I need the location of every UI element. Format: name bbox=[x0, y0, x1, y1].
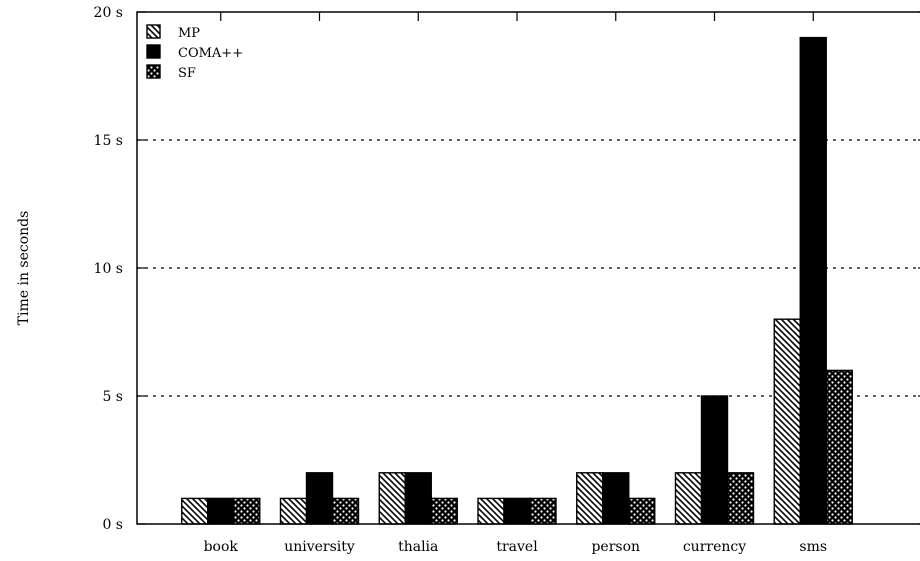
bar bbox=[477, 497, 505, 525]
bar bbox=[279, 497, 308, 525]
bars bbox=[181, 36, 853, 525]
x-tick-label: travel bbox=[496, 539, 538, 555]
bar bbox=[674, 472, 703, 525]
bar bbox=[799, 36, 827, 525]
y-tick-label: 20 s bbox=[94, 5, 123, 21]
bar bbox=[378, 472, 406, 525]
legend-swatch bbox=[146, 24, 161, 39]
x-tick-label: university bbox=[284, 539, 355, 555]
x-tick-label: currency bbox=[683, 539, 746, 555]
legend-swatch bbox=[146, 44, 161, 59]
legend-label: MP bbox=[178, 26, 200, 41]
bar bbox=[529, 497, 557, 525]
x-tick-label: thalia bbox=[398, 539, 438, 555]
bar bbox=[576, 472, 604, 525]
bar bbox=[773, 318, 801, 525]
bar bbox=[628, 497, 656, 525]
bar bbox=[331, 497, 360, 525]
y-axis-ticks: 0 s 5 s 10 s 15 s 20 s bbox=[94, 5, 920, 533]
bar bbox=[825, 369, 853, 525]
legend-label: SF bbox=[178, 66, 196, 81]
legend-swatch bbox=[146, 64, 161, 79]
legend: MP COMA++ SF bbox=[146, 24, 243, 81]
bar bbox=[181, 497, 209, 525]
bar bbox=[233, 497, 261, 525]
x-tick-label: book bbox=[204, 539, 239, 555]
x-tick-label: sms bbox=[799, 539, 827, 555]
bar bbox=[700, 395, 729, 525]
y-tick-label: 0 s bbox=[102, 517, 123, 533]
y-tick-label: 5 s bbox=[102, 389, 123, 405]
bar bbox=[726, 472, 755, 525]
legend-label: COMA++ bbox=[178, 46, 243, 61]
bar bbox=[430, 497, 458, 525]
y-axis-label: Time in seconds bbox=[16, 211, 32, 326]
y-tick-label: 15 s bbox=[94, 133, 123, 149]
x-tick-label: person bbox=[591, 539, 640, 555]
x-axis-labels: book university thalia travel person currency… bbox=[204, 539, 827, 555]
y-tick-label: 10 s bbox=[94, 261, 123, 277]
